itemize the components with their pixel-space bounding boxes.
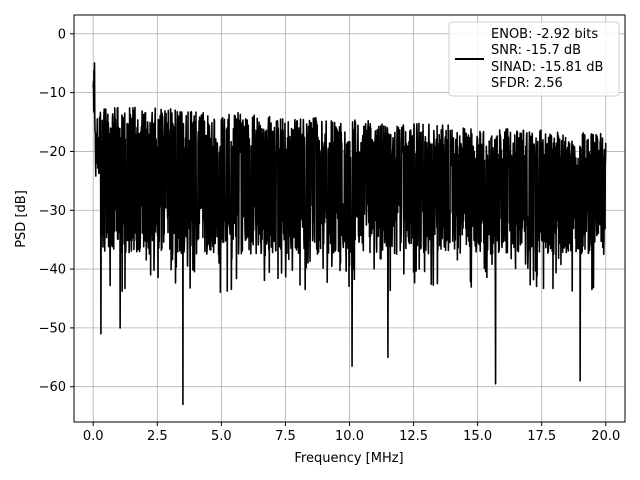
x-tick-label: 17.5 xyxy=(527,429,556,444)
x-tick-label: 12.5 xyxy=(399,429,428,444)
y-tick-label: −40 xyxy=(39,263,66,278)
x-tick-label: 15.0 xyxy=(463,429,492,444)
x-tick-label: 5.0 xyxy=(211,429,232,444)
y-tick-label: −30 xyxy=(39,204,66,219)
x-tick-label: 7.5 xyxy=(275,429,296,444)
plot-area xyxy=(92,62,607,406)
x-tick-label: 10.0 xyxy=(335,429,364,444)
legend-entry-sfdr: SFDR: 2.56 xyxy=(491,76,563,91)
y-tick-label: −50 xyxy=(39,321,66,336)
legend-box xyxy=(448,21,620,97)
x-tick-label: 20.0 xyxy=(591,429,620,444)
x-axis-ticks: 0.0 2.5 5.0 7.5 10.0 12.5 15.0 17.5 20.0 xyxy=(83,422,620,444)
y-tick-label: −10 xyxy=(39,86,66,101)
legend: ENOB: -2.92 bits SNR: -15.7 dB SINAD: -1… xyxy=(448,21,620,97)
x-axis-label: Frequency [MHz] xyxy=(294,451,403,466)
legend-entry-sinad: SINAD: -15.81 dB xyxy=(491,60,603,75)
y-tick-label: −20 xyxy=(39,145,66,160)
legend-entry-snr: SNR: -15.7 dB xyxy=(491,43,581,58)
x-tick-label: 0.0 xyxy=(83,429,104,444)
y-tick-label: 0 xyxy=(58,27,66,42)
legend-entry-enob: ENOB: -2.92 bits xyxy=(491,27,598,42)
y-axis-label: PSD [dB] xyxy=(14,190,29,248)
y-tick-label: −60 xyxy=(39,380,66,395)
x-tick-label: 2.5 xyxy=(147,429,168,444)
y-axis-ticks: 0 −10 −20 −30 −40 −50 −60 xyxy=(39,27,74,395)
psd-series-line xyxy=(92,62,607,406)
